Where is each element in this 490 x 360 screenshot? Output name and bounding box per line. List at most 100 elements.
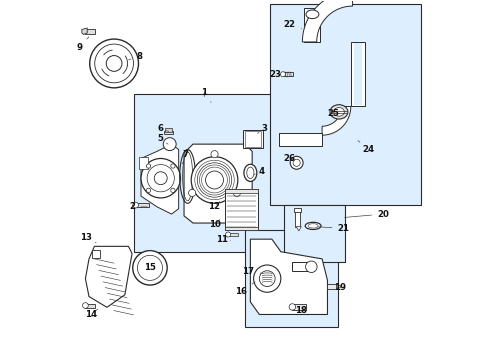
Polygon shape (141, 144, 179, 214)
Ellipse shape (308, 224, 318, 228)
Polygon shape (184, 144, 252, 223)
Circle shape (293, 159, 300, 166)
Bar (292, 262, 313, 271)
Circle shape (95, 44, 133, 83)
Text: 26: 26 (284, 154, 296, 163)
Circle shape (141, 158, 180, 198)
Text: 5: 5 (158, 134, 168, 144)
Circle shape (259, 271, 275, 287)
Text: 21: 21 (318, 224, 350, 233)
Bar (245, 131, 262, 147)
Text: 25: 25 (327, 109, 339, 118)
Bar (285, 205, 345, 262)
Bar (283, 72, 294, 76)
Bar (294, 208, 301, 212)
Bar (295, 211, 299, 226)
Text: 10: 10 (209, 220, 221, 229)
Ellipse shape (334, 108, 344, 116)
Bar (166, 128, 172, 132)
Text: 19: 19 (334, 283, 346, 292)
Circle shape (233, 189, 241, 197)
Ellipse shape (133, 251, 167, 285)
Text: 18: 18 (294, 306, 307, 315)
Text: 9: 9 (76, 37, 89, 52)
Text: 14: 14 (85, 309, 98, 319)
Bar (243, 130, 263, 148)
Bar (85, 30, 96, 34)
Polygon shape (296, 226, 301, 231)
Text: 6: 6 (158, 123, 169, 132)
Circle shape (106, 55, 122, 71)
Text: 1: 1 (201, 87, 211, 103)
Circle shape (289, 304, 295, 310)
Text: 16: 16 (235, 282, 255, 296)
Polygon shape (82, 28, 87, 35)
Circle shape (171, 188, 175, 193)
Bar (351, 42, 365, 107)
Circle shape (163, 138, 176, 150)
Bar (293, 304, 306, 310)
Text: 2: 2 (129, 202, 147, 211)
Bar (270, 4, 421, 205)
Ellipse shape (330, 105, 348, 119)
Circle shape (82, 303, 88, 309)
Text: 7: 7 (182, 150, 189, 164)
Text: 11: 11 (216, 235, 231, 244)
Bar (134, 94, 292, 252)
Text: 17: 17 (243, 267, 261, 276)
Text: 22: 22 (284, 19, 301, 28)
Bar (307, 9, 318, 41)
Text: 3: 3 (258, 123, 268, 134)
Circle shape (191, 157, 238, 203)
Text: 23: 23 (270, 70, 287, 79)
Text: 8: 8 (128, 52, 142, 61)
Circle shape (205, 171, 223, 189)
Polygon shape (85, 246, 132, 307)
Circle shape (133, 202, 139, 208)
Polygon shape (322, 107, 351, 135)
Bar (225, 226, 258, 230)
Circle shape (197, 163, 232, 197)
Circle shape (90, 39, 139, 88)
Polygon shape (337, 284, 342, 289)
Circle shape (254, 265, 281, 292)
Circle shape (225, 232, 231, 237)
Text: 4: 4 (254, 167, 264, 176)
Circle shape (154, 172, 167, 185)
Bar (354, 43, 362, 105)
Ellipse shape (137, 255, 163, 280)
Ellipse shape (244, 164, 257, 181)
Text: 13: 13 (80, 233, 96, 243)
Bar (279, 134, 322, 146)
Circle shape (306, 261, 317, 273)
Circle shape (211, 150, 218, 158)
Bar (245, 230, 338, 327)
Bar (164, 131, 173, 134)
Polygon shape (302, 0, 353, 42)
Bar (92, 250, 100, 258)
Circle shape (290, 156, 303, 169)
Ellipse shape (233, 194, 243, 206)
Bar (136, 203, 149, 207)
Text: 15: 15 (144, 264, 156, 273)
Ellipse shape (306, 10, 319, 19)
Bar (229, 233, 238, 236)
Bar (327, 284, 337, 289)
Polygon shape (250, 239, 327, 315)
Ellipse shape (305, 222, 321, 229)
Ellipse shape (247, 167, 254, 179)
Bar (85, 304, 96, 308)
Bar (225, 189, 258, 230)
Circle shape (189, 189, 196, 197)
Circle shape (147, 165, 174, 192)
Text: 24: 24 (358, 140, 375, 154)
Bar (139, 157, 148, 169)
Bar (304, 8, 320, 42)
Circle shape (147, 164, 151, 168)
Text: 12: 12 (209, 202, 221, 211)
Bar (225, 189, 258, 193)
Circle shape (171, 164, 175, 168)
Circle shape (147, 188, 151, 193)
Ellipse shape (233, 201, 243, 213)
Text: 20: 20 (344, 210, 389, 219)
